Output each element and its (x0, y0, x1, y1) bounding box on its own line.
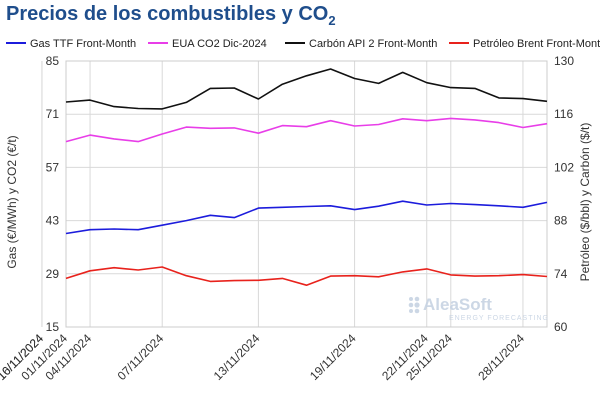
legend-label-0: Gas TTF Front-Month (30, 38, 136, 50)
watermark-brand: AleaSoft (423, 295, 492, 314)
left-tick-label: 57 (46, 160, 60, 174)
x-tick-label: 28/11/2024 (475, 331, 527, 383)
x-tick-label: 07/11/2024 (115, 331, 167, 383)
series-line-2 (65, 68, 548, 110)
right-axis-ticks: 60 74 88 102 116 130 (554, 54, 574, 334)
gridlines (41, 60, 548, 328)
series-lines (65, 68, 548, 287)
right-tick-label: 102 (554, 160, 574, 174)
right-tick-label: 60 (554, 320, 568, 334)
series-line-3 (65, 266, 548, 287)
left-tick-label: 71 (46, 107, 60, 121)
legend-label-2: Carbón API 2 Front-Month (309, 38, 437, 50)
right-tick-label: 130 (554, 54, 574, 68)
left-axis-title: Gas (€/MWh) y CO2 (€/t) (5, 135, 19, 268)
left-tick-label: 85 (46, 54, 60, 68)
left-tick-label: 29 (46, 267, 60, 281)
right-tick-label: 74 (554, 267, 568, 281)
legend-label-1: EUA CO2 Dic-2024 (172, 38, 267, 50)
right-tick-label: 88 (554, 214, 568, 228)
plot-frame (65, 60, 548, 328)
legend: Gas TTF Front-Month EUA CO2 Dic-2024 Carbó… (6, 38, 600, 50)
logo-dots-icon (408, 296, 420, 314)
series-line-1 (65, 117, 548, 143)
right-axis-title: Petróleo ($/bbl) y Carbón ($/t) (578, 123, 592, 282)
left-axis-ticks: 15 29 43 57 71 85 (46, 54, 60, 334)
left-tick-label: 15 (46, 320, 60, 334)
right-tick-label: 116 (554, 107, 573, 121)
aleasoft-logo: AleaSoft ENERGY FORECASTING (408, 295, 549, 322)
left-tick-label: 43 (46, 214, 60, 228)
page-title: Precios de los combustibles y CO2 (6, 3, 336, 28)
x-tick-label: 13/11/2024 (211, 331, 263, 383)
x-tick-label: 19/11/2024 (307, 331, 359, 383)
series-line-0 (65, 200, 548, 235)
watermark-tagline: ENERGY FORECASTING (449, 315, 549, 322)
legend-label-3: Petróleo Brent Front-Month (473, 38, 600, 50)
